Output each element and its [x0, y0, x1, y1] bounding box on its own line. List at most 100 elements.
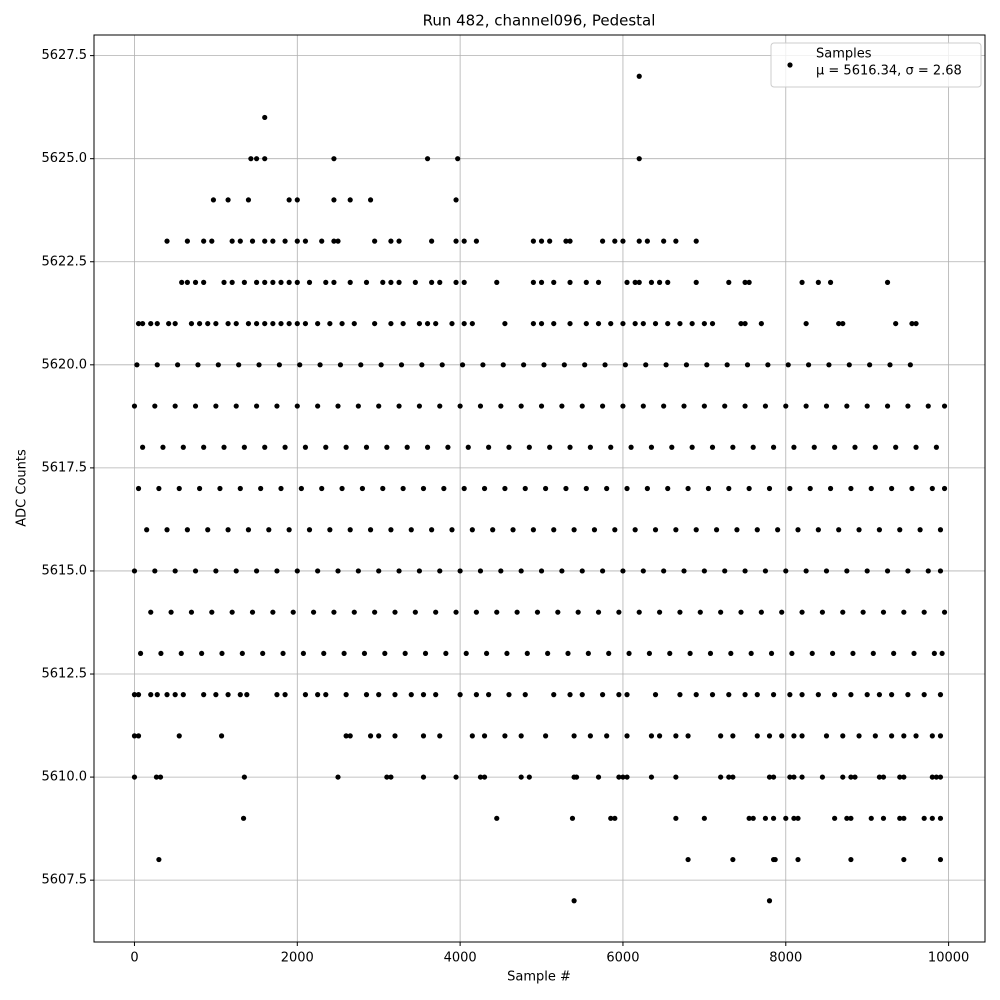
- data-point: [799, 279, 805, 285]
- data-point: [335, 568, 341, 574]
- data-point: [819, 774, 826, 780]
- data-point: [229, 238, 235, 244]
- data-point: [518, 774, 524, 780]
- data-point: [221, 444, 227, 450]
- data-point: [565, 650, 571, 657]
- data-point: [624, 279, 630, 285]
- data-point: [575, 609, 581, 615]
- data-point: [500, 362, 506, 368]
- data-point: [616, 774, 622, 780]
- data-point: [648, 774, 655, 780]
- data-point: [880, 774, 887, 780]
- marks: [131, 73, 948, 904]
- data-point: [282, 444, 288, 450]
- data-point: [248, 156, 254, 162]
- data-point: [872, 444, 878, 450]
- data-point: [868, 485, 874, 492]
- data-point: [640, 568, 646, 574]
- data-point: [730, 733, 736, 739]
- data-point: [856, 733, 862, 739]
- data-point: [274, 403, 280, 409]
- data-point: [937, 815, 944, 821]
- data-point: [363, 279, 370, 285]
- data-point: [779, 733, 785, 739]
- data-point: [219, 650, 225, 657]
- data-point: [522, 692, 528, 698]
- data-point: [416, 403, 423, 409]
- data-point: [408, 527, 414, 533]
- data-point: [300, 650, 306, 657]
- data-point: [229, 279, 235, 285]
- data-point: [827, 485, 834, 492]
- data-point: [624, 692, 630, 698]
- data-point: [201, 279, 207, 285]
- data-point: [754, 527, 760, 533]
- data-point: [184, 279, 190, 285]
- data-point: [160, 444, 166, 450]
- data-point: [555, 609, 561, 615]
- data-point: [693, 527, 699, 533]
- data-point: [335, 774, 341, 780]
- data-point: [742, 403, 748, 409]
- data-point: [429, 279, 435, 285]
- data-point: [506, 692, 512, 698]
- data-point: [337, 362, 344, 368]
- data-point: [408, 692, 414, 698]
- data-point: [770, 444, 777, 450]
- data-point: [347, 733, 353, 739]
- data-point: [840, 774, 846, 780]
- data-point: [396, 568, 402, 574]
- data-point: [433, 320, 439, 327]
- data-point: [437, 279, 443, 285]
- data-point: [765, 362, 771, 368]
- data-point: [148, 320, 154, 327]
- data-point: [541, 362, 547, 368]
- data-point: [225, 320, 231, 327]
- data-point: [823, 403, 830, 409]
- data-point: [315, 403, 321, 409]
- data-point: [783, 403, 789, 409]
- data-point: [669, 444, 675, 450]
- data-point: [612, 238, 618, 244]
- data-point: [762, 403, 769, 409]
- data-point: [461, 279, 467, 285]
- data-point: [396, 403, 402, 409]
- data-point: [282, 238, 288, 244]
- data-point: [683, 362, 690, 368]
- data-point: [278, 485, 284, 492]
- data-point: [253, 320, 260, 327]
- data-point: [429, 238, 435, 244]
- data-point: [392, 692, 398, 698]
- data-point: [376, 733, 382, 739]
- x-tick-label: 8000: [769, 951, 802, 966]
- data-point: [323, 692, 329, 698]
- data-point: [799, 609, 805, 615]
- data-point: [327, 320, 333, 327]
- data-point: [262, 320, 268, 327]
- data-point: [331, 197, 337, 203]
- legend-box: [770, 42, 982, 88]
- data-point: [884, 403, 891, 409]
- data-point: [473, 609, 480, 615]
- data-point: [343, 733, 349, 739]
- data-point: [844, 815, 850, 821]
- data-point: [192, 568, 199, 574]
- data-point: [545, 650, 551, 657]
- data-point: [321, 650, 327, 657]
- data-point: [884, 279, 891, 285]
- data-point: [201, 238, 207, 244]
- data-point: [836, 320, 842, 327]
- data-point: [518, 403, 524, 409]
- data-point: [929, 485, 935, 492]
- data-point: [363, 444, 370, 450]
- data-point: [701, 568, 707, 574]
- data-point: [319, 238, 325, 244]
- data-point: [205, 320, 211, 327]
- data-point: [538, 279, 545, 285]
- data-point: [559, 568, 565, 574]
- data-point: [941, 609, 948, 615]
- data-point: [262, 279, 268, 285]
- data-point: [673, 733, 679, 739]
- data-point: [441, 485, 447, 492]
